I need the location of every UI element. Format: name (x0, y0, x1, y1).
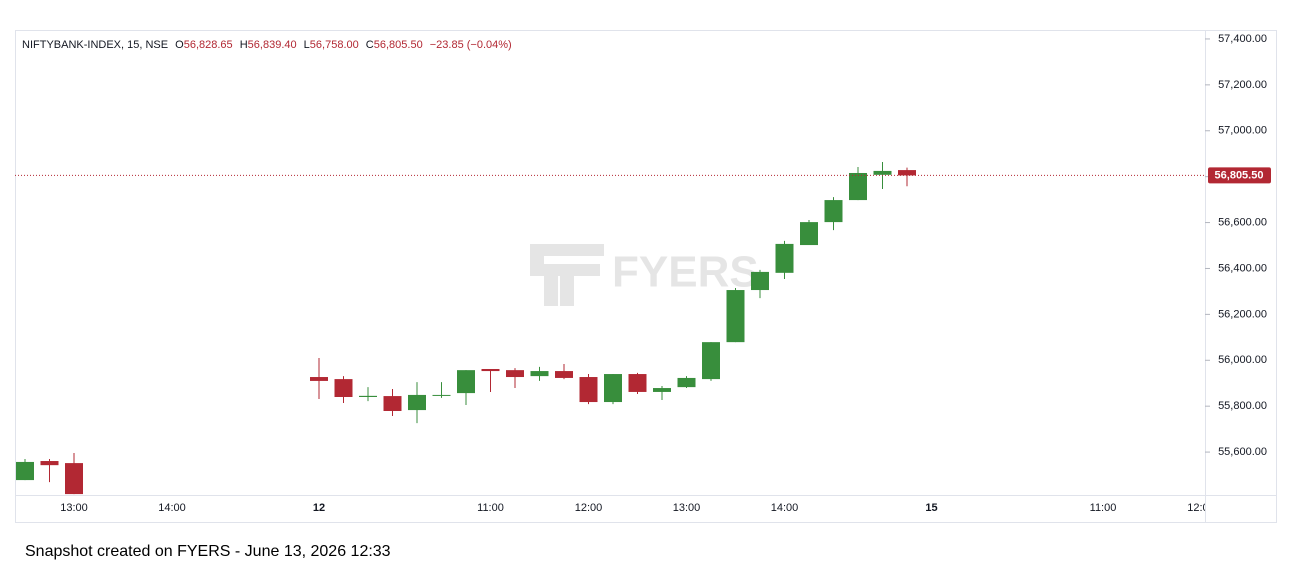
y-tick-label: 57,000.00 (1218, 125, 1267, 137)
low: 56,758.00 (310, 39, 359, 51)
y-tick-label: 56,000.00 (1218, 354, 1267, 366)
x-tick-label: 14:00 (158, 502, 186, 514)
candle-body (775, 243, 794, 273)
close: 56,805.50 (374, 39, 423, 51)
candle-body (16, 461, 34, 481)
x-tick-label: 13:00 (673, 502, 701, 514)
candle-body (604, 374, 622, 403)
c-label: C (366, 39, 374, 51)
candle-body (555, 371, 573, 378)
y-tick-label: 56,200.00 (1218, 308, 1267, 320)
candle-body (873, 170, 892, 175)
x-axis-labels: 13:00 14:00 12 11:00 12:00 13:00 14:00 15 11:00 1… (60, 502, 1215, 514)
frame (15, 30, 1277, 523)
y-tick-label: 56,400.00 (1218, 262, 1267, 274)
candle-body (800, 222, 818, 246)
candle-body (310, 377, 328, 381)
y-tick-label: 55,800.00 (1218, 400, 1267, 412)
candle-body (677, 377, 696, 388)
symbol: NIFTYBANK-INDEX, 15, NSE (22, 39, 168, 51)
o-label: O (175, 39, 184, 51)
x-tick-label: 12:00 (1187, 502, 1215, 514)
candle-body (653, 388, 671, 392)
candle-body (65, 463, 83, 495)
candle-body (898, 170, 916, 176)
candle-body (849, 172, 867, 201)
candle-body (432, 394, 451, 396)
candle-body (726, 290, 745, 343)
candle-body (628, 374, 647, 392)
footer: Snapshot created on FYERS - June 13, 202… (25, 543, 391, 560)
last-price-label: 56,805.50 (1215, 169, 1264, 181)
open: 56,828.65 (184, 39, 233, 51)
x-tick-label: 12:00 (575, 502, 603, 514)
candle-body (457, 370, 475, 394)
candle-body (481, 368, 500, 372)
x-tick-label: 12 (313, 502, 325, 514)
candle-body (824, 200, 843, 223)
candle-body (334, 379, 353, 397)
header: NIFTYBANK-INDEX, 15, NSE O56,828.65 H56,… (22, 39, 512, 51)
x-tick-label: 15 (925, 502, 937, 514)
candle-body (506, 370, 524, 378)
watermark: FYERS (530, 244, 759, 306)
high: 56,839.40 (248, 39, 297, 51)
y-tick-label: 55,600.00 (1218, 446, 1267, 458)
candle-body (359, 395, 377, 397)
candle-body (702, 342, 720, 380)
y-tick-label: 57,400.00 (1218, 33, 1267, 45)
last-price-box (1208, 167, 1271, 184)
candle-body (383, 396, 402, 411)
candle-body (530, 371, 549, 377)
h-label: H (240, 39, 248, 51)
y-tick-label: 57,200.00 (1218, 79, 1267, 91)
candle-body (579, 377, 598, 403)
x-tick-label: 11:00 (477, 502, 504, 514)
x-tick-label: 11:00 (1090, 502, 1117, 514)
change: −23.85 (−0.04%) (430, 39, 512, 51)
x-tick-label: 13:00 (60, 502, 88, 514)
l-label: L (304, 39, 310, 51)
candle-body (751, 271, 769, 291)
watermark-text: FYERS (612, 248, 759, 297)
x-tick-label: 14:00 (771, 502, 799, 514)
candle-body (40, 461, 59, 466)
candle-body (408, 394, 426, 411)
y-tick-label: 56,600.00 (1218, 216, 1267, 228)
